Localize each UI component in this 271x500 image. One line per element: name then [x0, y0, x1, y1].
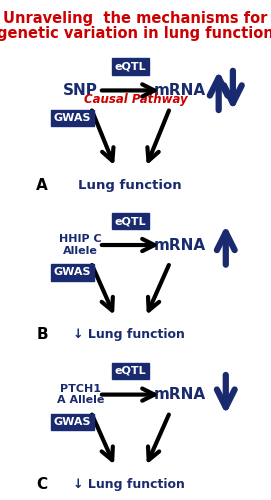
Text: GWAS: GWAS — [54, 113, 91, 123]
Text: eQTL: eQTL — [115, 366, 146, 376]
Text: B: B — [36, 328, 48, 342]
Text: PTCH1
A Allele: PTCH1 A Allele — [57, 384, 104, 406]
Text: Lung function: Lung function — [78, 178, 181, 192]
Text: ↓ Lung function: ↓ Lung function — [73, 328, 185, 342]
Text: eQTL: eQTL — [115, 62, 146, 72]
Text: genetic variation in lung function: genetic variation in lung function — [0, 26, 271, 40]
Text: Unraveling  the mechanisms for: Unraveling the mechanisms for — [3, 10, 268, 26]
Text: C: C — [37, 477, 48, 492]
Text: Causal Pathway: Causal Pathway — [84, 93, 187, 106]
Text: GWAS: GWAS — [54, 268, 91, 278]
Text: ↓ Lung function: ↓ Lung function — [73, 478, 185, 491]
Text: HHIP C
Allele: HHIP C Allele — [59, 234, 102, 256]
Text: A: A — [36, 178, 48, 192]
Text: mRNA: mRNA — [154, 83, 206, 98]
Text: eQTL: eQTL — [115, 216, 146, 226]
Text: SNP: SNP — [63, 83, 98, 98]
Text: mRNA: mRNA — [154, 238, 206, 252]
Text: mRNA: mRNA — [154, 387, 206, 402]
Text: GWAS: GWAS — [54, 417, 91, 427]
